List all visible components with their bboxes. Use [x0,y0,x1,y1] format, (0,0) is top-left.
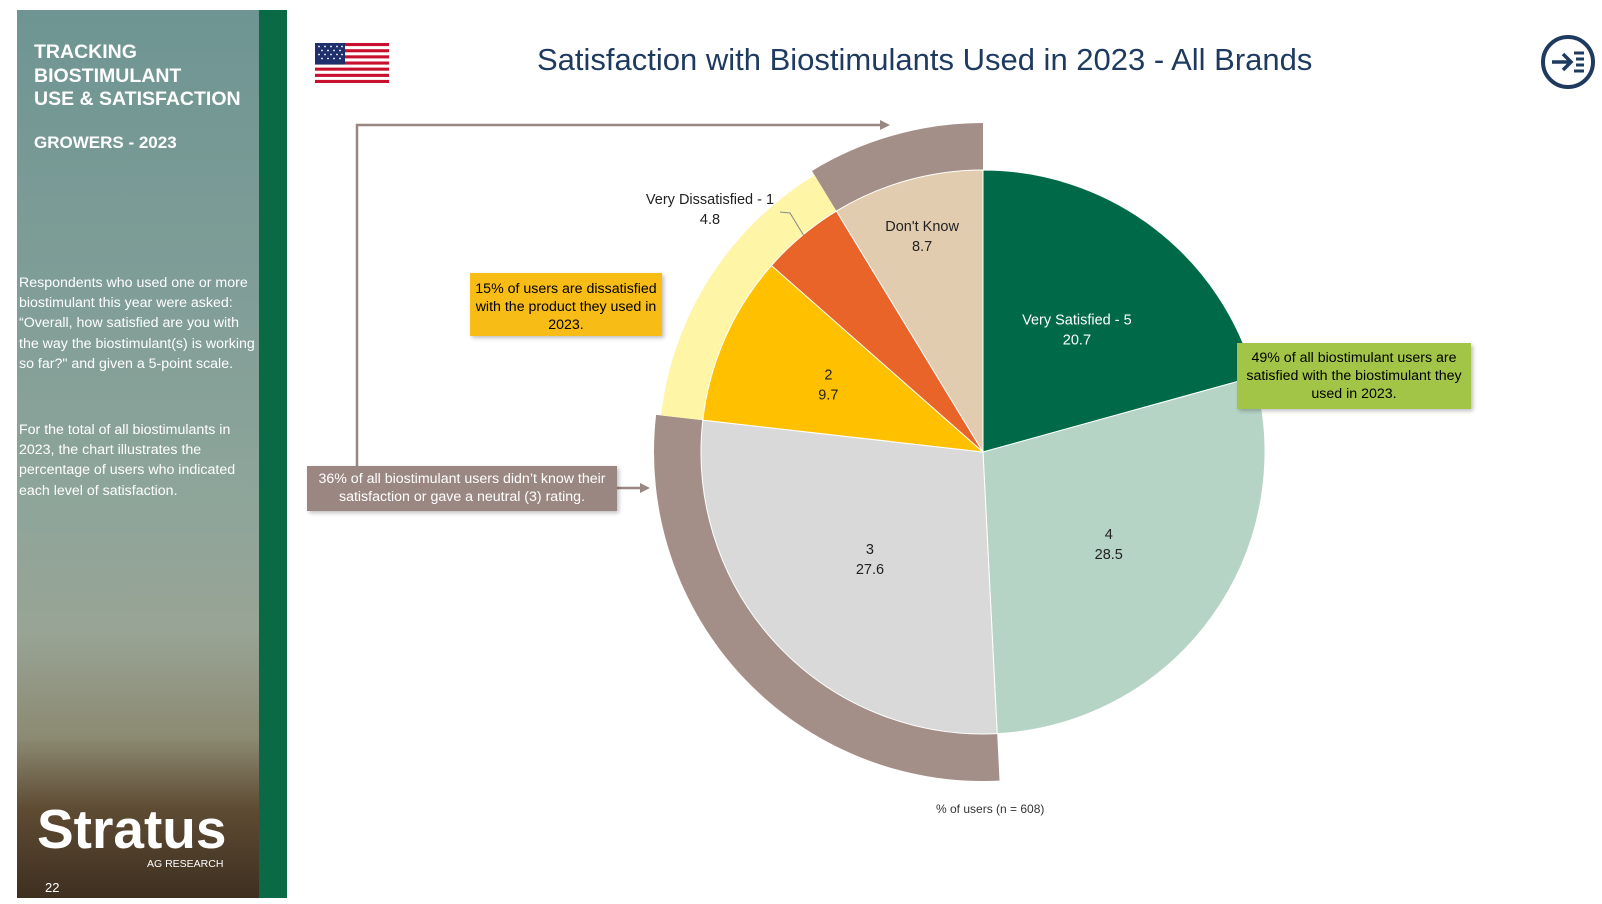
arrow-head-top [880,120,890,130]
page-number: 22 [45,880,60,895]
sidebar-chart-explanation: For the total of all biostimulants in 20… [19,422,236,499]
slice-two [702,264,985,453]
chart-slices [700,169,1266,735]
neutral-ring-dont-know [811,123,983,216]
callout-neutral: 36% of all biostimulant users didn’t kno… [307,466,617,511]
sidebar-description: Respondents who used one or more biostim… [19,275,255,372]
chart-footnote: % of users (n = 608) [936,802,1045,816]
neutral-ring-three [654,414,1000,781]
slice-label-four: 4 28.5 [1095,527,1123,563]
slice-three [700,419,998,735]
slice-label-very-satisfied: Very Satisfied - 5 20.7 [1022,313,1132,349]
chart-title: Satisfaction with Biostimulants Used in … [537,42,1313,77]
sidebar-title-line: BIOSTIMULANT [34,64,182,87]
slice-four [982,376,1266,735]
arrow-to-list-icon[interactable] [1540,34,1596,90]
us-flag-icon [315,43,389,83]
accent-bar [259,10,287,898]
arrow-head-right [640,483,650,493]
callout-dissatisfied: 15% of users are dissatisfied with the p… [470,273,662,336]
slice-label-very-dissatisfied: Very Dissatisfied - 1 4.8 [646,192,774,228]
sidebar-title-line: USE & SATISFACTION [34,88,241,110]
chart-connectors [355,120,890,493]
leader-very-dissatisfied [779,211,805,237]
slice-label-dont-know: Don't Know 8.7 [885,219,959,255]
stratus-logo: Stratus [37,798,227,860]
sidebar-title-line: TRACKING [34,41,137,63]
sidebar-title: TRACKING BIOSTIMULANT USE & SATISFACTION [34,41,254,112]
chart-labels: Very Satisfied - 5 20.7 4 28.5 3 27.6 2 9.7 Very… [646,192,1132,578]
sidebar: TRACKING BIOSTIMULANT USE & SATISFACTION… [17,10,259,898]
slice-label-three: 3 27.6 [856,542,884,578]
stratus-logo-sub: AG RESEARCH [147,858,224,870]
slice-dont-know [835,169,984,454]
callout-satisfied: 49% of all biostimulant users are satisf… [1237,343,1471,409]
bracket-neutral-top [355,123,880,466]
slice-very-satisfied [982,169,1256,453]
slice-label-two: 2 9.7 [818,367,838,403]
sidebar-subtitle: GROWERS - 2023 [34,133,177,152]
